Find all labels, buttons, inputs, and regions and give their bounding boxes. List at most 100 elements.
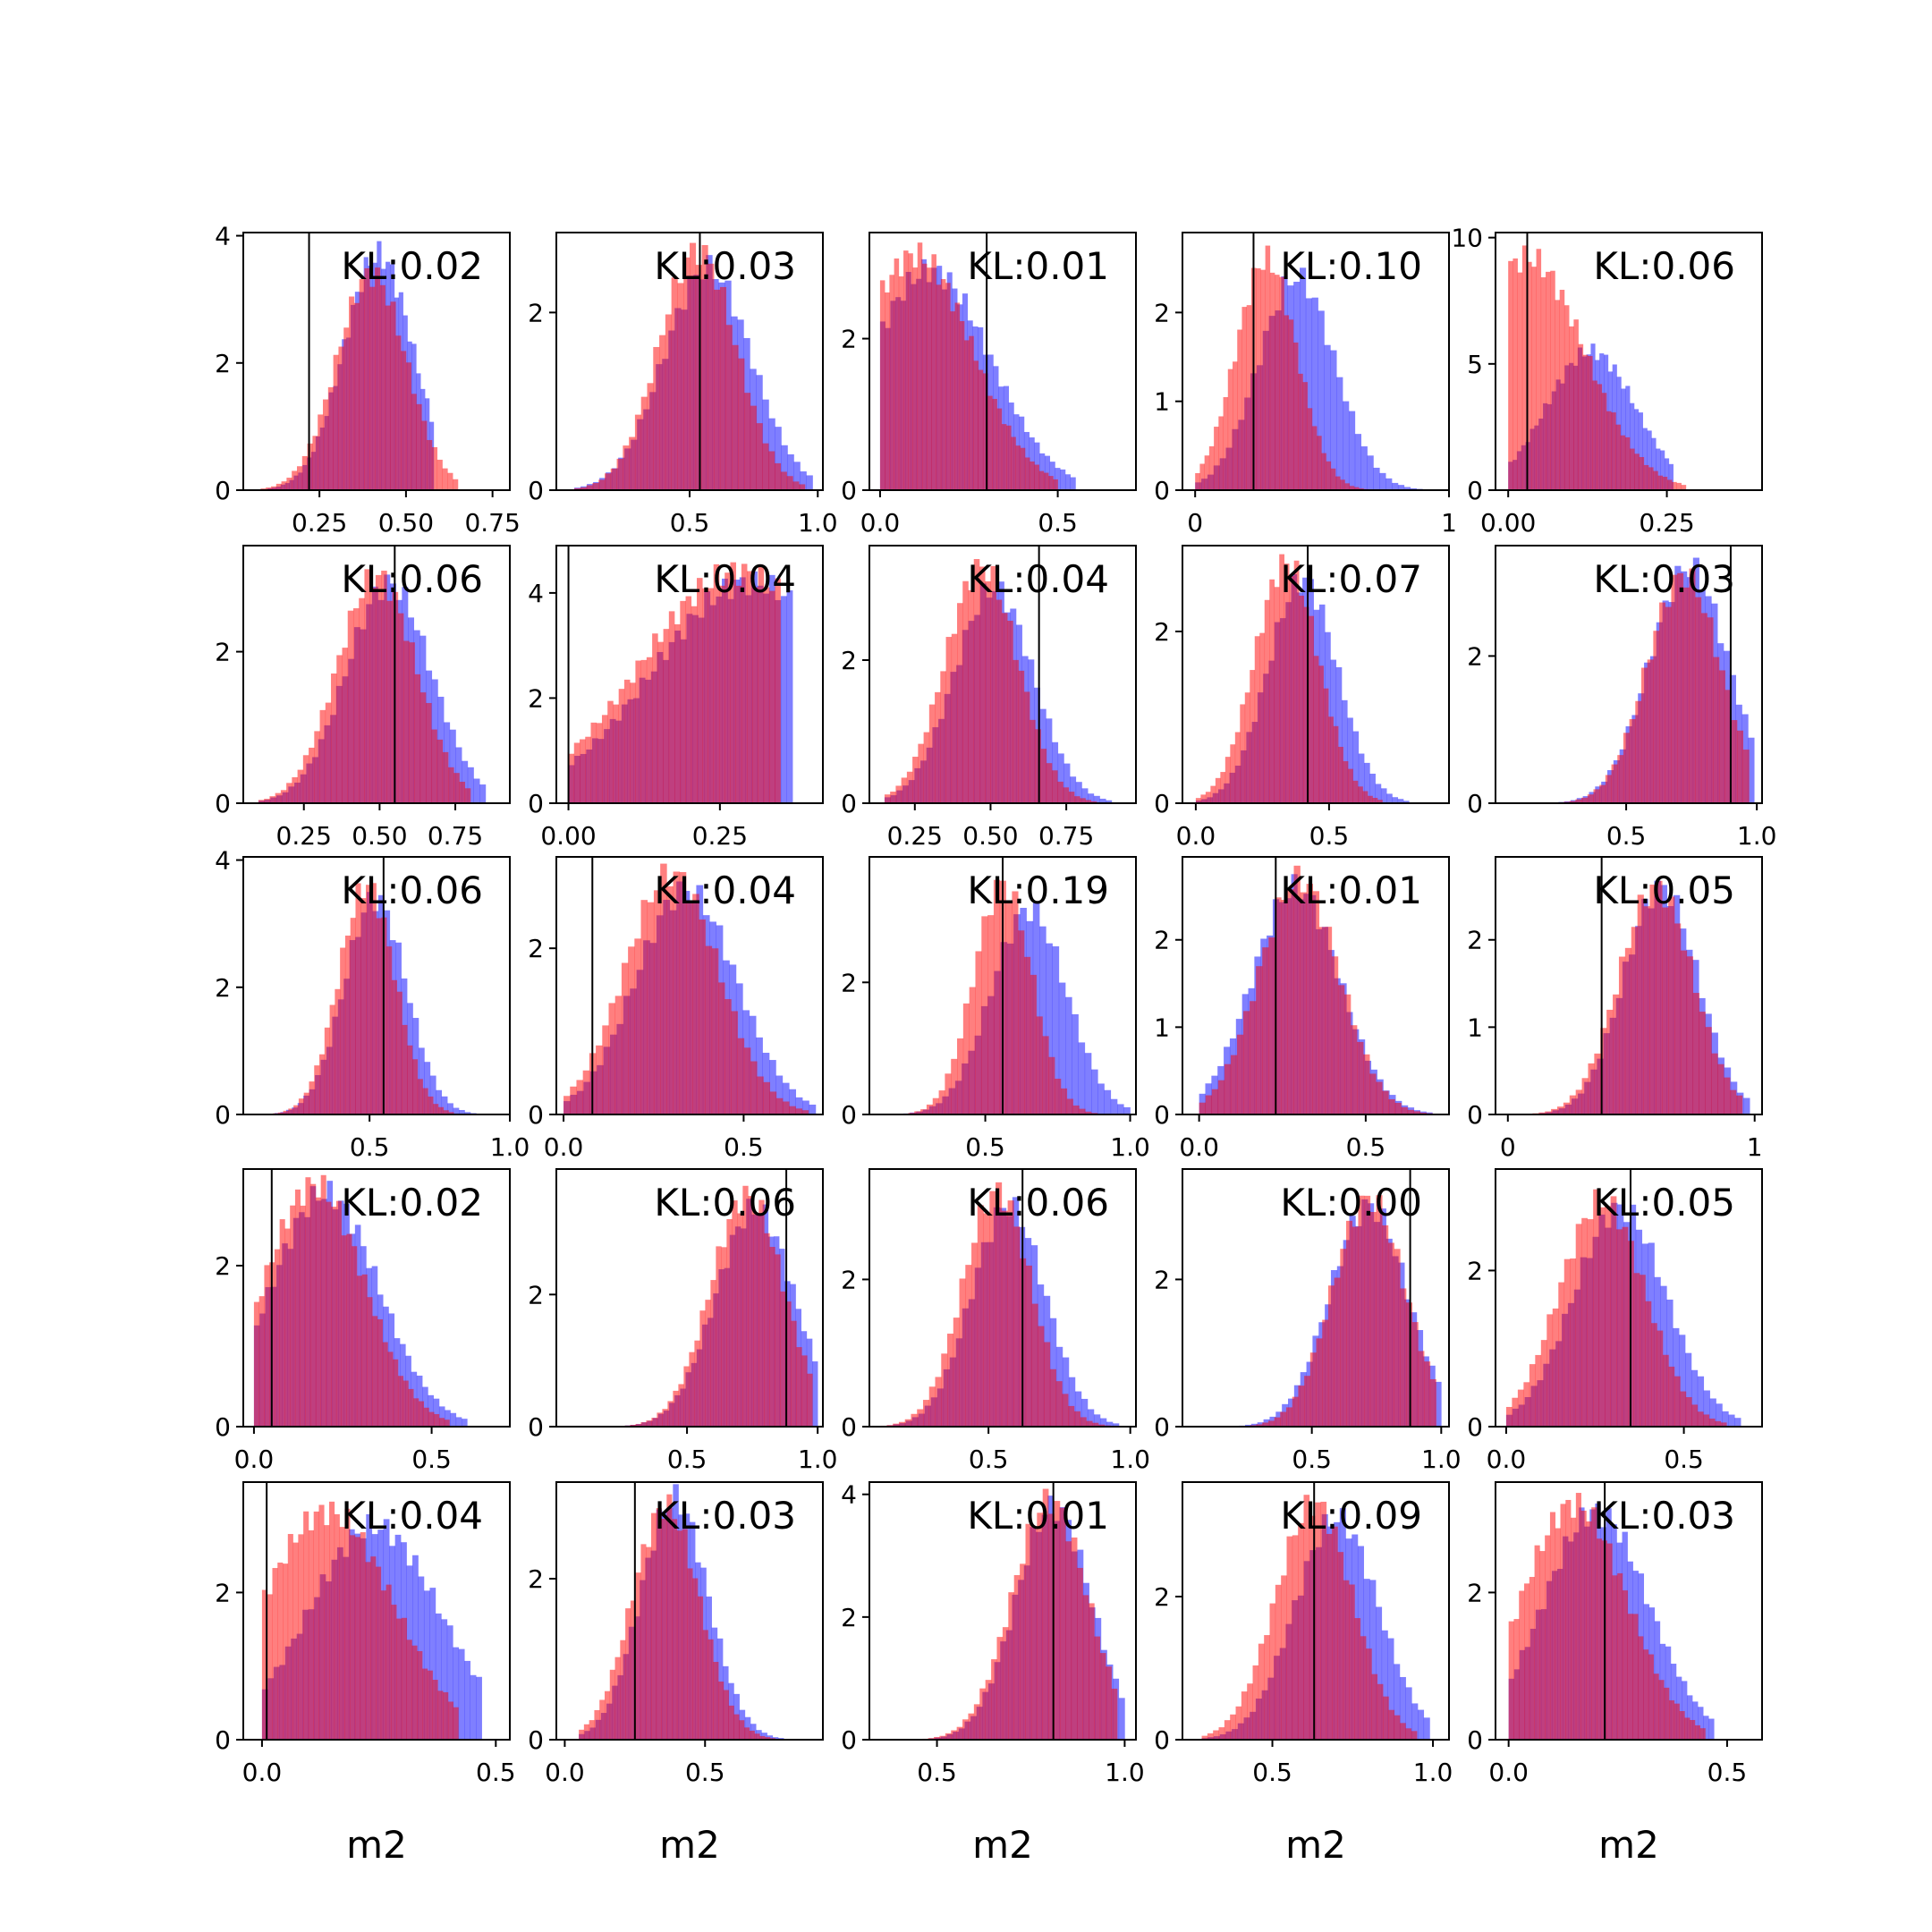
x-tick-label: 0.50 <box>352 821 407 851</box>
histogram-bar-blue-36 <box>470 1674 477 1740</box>
histogram-bar-red-8 <box>302 755 309 803</box>
panel-2-3: 0 2 0.25 0.50 0.75 KL:0.04 <box>841 545 1137 851</box>
histogram-bar-blue-28 <box>1065 996 1072 1114</box>
y-tick-label: 0 <box>1467 789 1483 818</box>
histogram-bar-red-36 <box>801 1355 808 1427</box>
histogram-bar-red-20 <box>1631 927 1638 1114</box>
histogram-bar-red-18 <box>1312 891 1320 1114</box>
histogram-bar-red-28 <box>724 572 731 803</box>
histogram-bar-blue-32 <box>441 1096 448 1114</box>
histogram-bar-red-0 <box>1199 1102 1206 1114</box>
histogram-bar-red-35 <box>1708 1418 1716 1427</box>
x-tick-label: 0.00 <box>540 821 596 851</box>
histogram-bar-red-8 <box>917 242 923 490</box>
histogram-bar-red-15 <box>1298 1385 1305 1427</box>
histogram-bar-red-29 <box>1330 468 1336 490</box>
histogram-bar-red-36 <box>792 481 800 490</box>
histogram-bar-red-27 <box>1662 1354 1669 1427</box>
histogram-bar-red-36 <box>1715 1420 1722 1427</box>
histogram-bar-red-28 <box>743 1047 751 1114</box>
axes-frame <box>1495 232 1763 491</box>
histogram-bar-red-36 <box>447 1701 454 1740</box>
histogram-bar-red-5 <box>1230 1055 1238 1114</box>
panel-2-4: 0 2 0.0 0.5 KL:0.07 <box>1154 545 1450 851</box>
histogram-bar-red-13 <box>1588 1063 1595 1114</box>
histogram-bar-red-20 <box>1612 1575 1618 1740</box>
histogram-bar-red-8 <box>1556 1106 1564 1114</box>
histogram-bar-red-21 <box>361 1274 368 1427</box>
histogram-bar-red-18 <box>1316 1338 1323 1427</box>
histogram-bar-red-7 <box>923 732 930 803</box>
histogram-bar-red-26 <box>1363 1054 1370 1114</box>
histogram-bar-red-10 <box>314 731 320 803</box>
histogram-bar-red-21 <box>1617 1572 1623 1740</box>
histogram-bar-red-25 <box>1357 1041 1364 1114</box>
histogram-bar-red-29 <box>1695 597 1702 803</box>
histogram-bar-red-18 <box>346 1233 352 1427</box>
histogram-bar-red-28 <box>1639 457 1645 490</box>
histogram-bar-blue-30 <box>1068 1377 1076 1427</box>
histogram-bar-red-2 <box>269 796 275 803</box>
histogram-bar-red-12 <box>647 383 654 490</box>
histogram-bar-red-3 <box>1217 1080 1225 1114</box>
histogram-bar-red-21 <box>1331 956 1339 1114</box>
histogram-bar-red-25 <box>1624 436 1631 490</box>
histogram-bar-blue-36 <box>1397 799 1404 803</box>
histogram-bar-red-0 <box>579 1729 585 1740</box>
histogram-bar-red-6 <box>1223 396 1229 490</box>
panel-3-3: 0 2 0.5 1.0 KL:0.19 <box>841 856 1150 1162</box>
histogram-bar-red-8 <box>623 445 630 490</box>
histogram-bar-blue-33 <box>782 1082 790 1114</box>
histogram-bar-red-10 <box>623 679 631 803</box>
histogram-bar-red-28 <box>1680 950 1688 1114</box>
histogram-bar-blue-37 <box>1708 1718 1715 1740</box>
histogram-bar-red-24 <box>1037 1513 1044 1740</box>
histogram-bar-red-35 <box>763 587 770 803</box>
histogram-bar-red-28 <box>1689 568 1696 803</box>
histogram-bar-red-26 <box>1364 1195 1371 1427</box>
histogram-bar-red-27 <box>1634 453 1640 490</box>
histogram-bar-red-12 <box>315 1197 321 1427</box>
histogram-bar-blue-31 <box>1642 428 1648 490</box>
histogram-bar-red-13 <box>1275 1584 1282 1740</box>
histogram-bar-red-12 <box>1575 1224 1582 1427</box>
histogram-bar-red-31 <box>1699 1012 1706 1114</box>
histogram-bar-red-20 <box>369 588 377 803</box>
histogram-bar-red-23 <box>376 918 382 1114</box>
histogram-bar-red-30 <box>1700 613 1707 803</box>
histogram-bar-red-19 <box>996 1182 1003 1427</box>
histogram-bar-blue-27 <box>1360 446 1368 490</box>
histogram-bar-red-22 <box>1643 906 1650 1114</box>
y-tick-label: 2 <box>528 1280 544 1309</box>
histogram-bar-red-22 <box>1007 621 1013 803</box>
histogram-bar-red-22 <box>1298 373 1303 490</box>
histogram-bar-red-9 <box>1555 1528 1561 1740</box>
histogram-bar-red-8 <box>1247 1683 1253 1740</box>
axes-frame <box>242 1481 511 1741</box>
axes-frame <box>555 1481 824 1741</box>
histogram-bar-red-24 <box>1352 1226 1359 1427</box>
kl-label: KL:0.03 <box>1593 557 1735 601</box>
histogram-bar-red-15 <box>656 1508 662 1740</box>
histogram-bar-red-22 <box>982 373 988 490</box>
histogram-bar-red-1 <box>1513 258 1518 490</box>
histogram-bar-red-27 <box>1369 1073 1377 1114</box>
histogram-bar-red-13 <box>327 386 334 490</box>
histogram-bar-blue-36 <box>1117 1104 1124 1114</box>
histogram-bar-blue-36 <box>1728 1414 1735 1427</box>
histogram-bar-red-4 <box>1214 427 1219 490</box>
kl-label: KL:0.01 <box>1280 869 1422 912</box>
histogram-bar-red-3 <box>277 1562 284 1740</box>
panel-2-2: 0 2 4 0.00 0.25 KL:0.04 <box>528 545 824 851</box>
histogram-bar-red-20 <box>1315 1502 1321 1740</box>
histogram-bar-red-33 <box>1349 486 1355 490</box>
histogram-bar-red-24 <box>1656 880 1663 1114</box>
histogram-bar-red-32 <box>1344 483 1351 490</box>
histogram-bar-red-22 <box>376 1566 382 1740</box>
histogram-bar-red-32 <box>1691 1404 1699 1427</box>
histogram-bar-red-8 <box>651 1418 657 1427</box>
histogram-bar-red-10 <box>1241 307 1247 490</box>
histogram-bar-red-17 <box>663 629 670 803</box>
histogram-bar-red-29 <box>1065 1541 1072 1740</box>
x-tick-label: 0.25 <box>887 821 943 851</box>
